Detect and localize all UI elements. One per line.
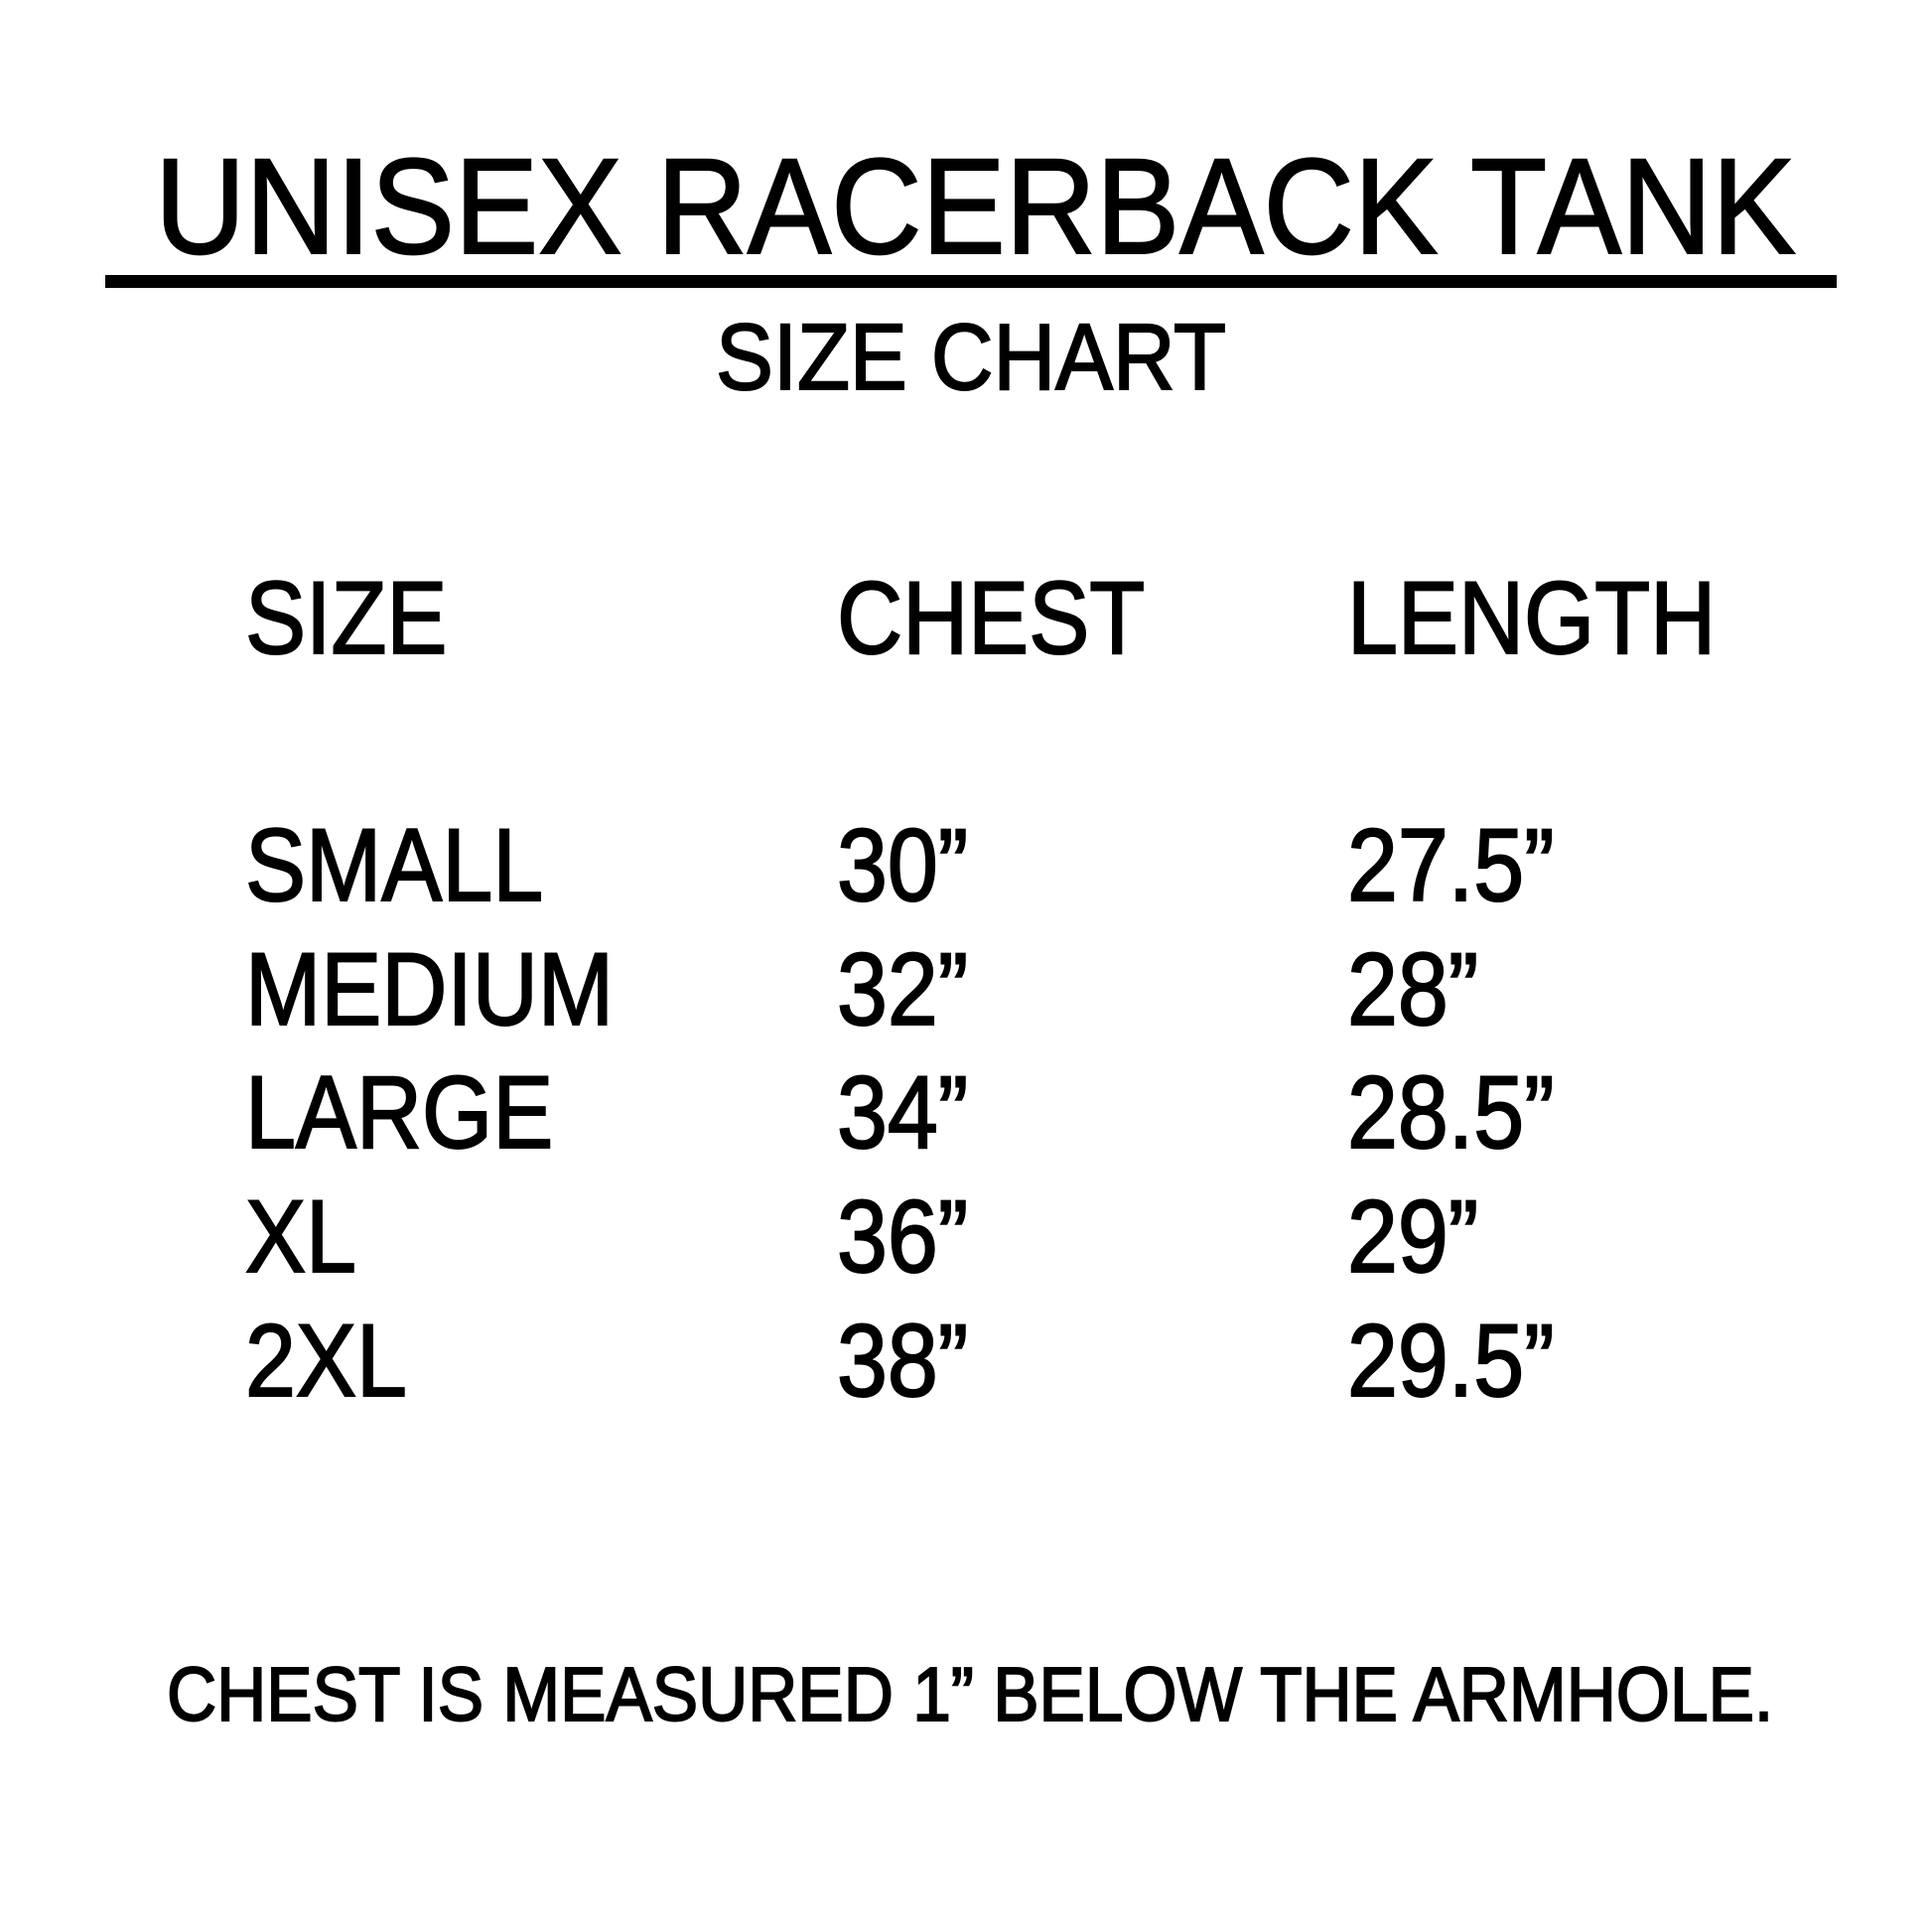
cell-size: MEDIUM [244,932,615,1047]
cell-chest: 30” [836,808,969,923]
cell-length: 28” [1346,932,1479,1047]
header-chest: CHEST [836,561,1146,676]
cell-size: 2XL [244,1304,408,1419]
cell-chest: 34” [836,1055,969,1171]
cell-size: XL [244,1179,357,1295]
page-title: UNISEX RACERBACK TANK [154,131,1796,283]
cell-length: 28.5” [1346,1055,1555,1171]
cell-size: SMALL [244,808,544,923]
cell-length: 29” [1346,1179,1479,1295]
footnote: CHEST IS MEASURED 1” BELOW THE ARMHOLE. [166,1652,1774,1737]
subtitle: SIZE CHART [715,305,1227,410]
cell-chest: 36” [836,1179,969,1295]
cell-length: 27.5” [1346,808,1555,923]
cell-length: 29.5” [1346,1304,1555,1419]
cell-chest: 32” [836,932,969,1047]
cell-size: LARGE [244,1055,554,1171]
cell-chest: 38” [836,1304,969,1419]
header-length: LENGTH [1346,561,1717,676]
header-size: SIZE [244,561,448,676]
title-divider [105,275,1837,288]
